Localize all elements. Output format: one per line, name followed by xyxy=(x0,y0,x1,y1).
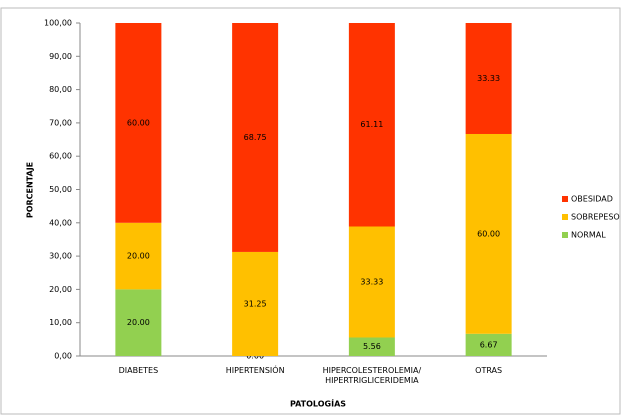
y-tick-label: 50,00 xyxy=(49,185,72,194)
bar-segment xyxy=(465,333,512,356)
data-label: 60.00 xyxy=(127,118,150,127)
bar-segment xyxy=(115,222,162,290)
legend-swatch xyxy=(562,232,568,238)
data-label: 31.25 xyxy=(244,299,267,308)
y-tick-label: 80,00 xyxy=(49,85,72,94)
chart-frame xyxy=(0,7,621,415)
bar-segment xyxy=(232,251,279,356)
x-tick-label: OTRAS xyxy=(475,366,502,375)
y-tick-label: 20,00 xyxy=(49,285,72,294)
y-tick-label: 10,00 xyxy=(49,318,72,327)
bar-segment xyxy=(465,23,512,134)
y-tick-label: 100,00 xyxy=(44,19,72,28)
x-tick-label: HIPERCOLESTEROLEMIA/HIPERTRIGLICERIDEMIA xyxy=(323,366,422,385)
bar-segment xyxy=(115,23,162,223)
y-tick-label: 90,00 xyxy=(49,52,72,61)
legend-label: OBESIDAD xyxy=(571,195,613,204)
data-label: 20.00 xyxy=(127,252,150,261)
data-label: 5.56 xyxy=(363,342,381,351)
data-label: 33.33 xyxy=(477,74,500,83)
bar-segment xyxy=(348,226,395,338)
y-axis-title: PORCENTAJE xyxy=(26,162,35,218)
bar-segment xyxy=(465,133,512,334)
legend-swatch xyxy=(562,214,568,220)
x-tick-label: HIPERTENSIÓN xyxy=(226,364,285,375)
x-tick-label: DIABETES xyxy=(119,366,159,375)
bar-segment xyxy=(348,23,395,227)
data-label: 6.67 xyxy=(480,340,498,349)
bar-segment xyxy=(115,289,162,356)
data-label: 61.11 xyxy=(360,120,383,129)
y-tick-label: 0,00 xyxy=(54,352,72,361)
y-tick-label: 30,00 xyxy=(49,252,72,261)
legend-swatch xyxy=(562,196,568,202)
bar-segment xyxy=(348,337,395,356)
y-tick-label: 70,00 xyxy=(49,118,72,127)
data-label: 60.00 xyxy=(477,229,500,238)
y-tick-label: 40,00 xyxy=(49,218,72,227)
data-label: 20.00 xyxy=(127,318,150,327)
legend-label: SOBREPESO xyxy=(571,213,620,222)
x-axis-title: PATOLOGÍAS xyxy=(290,398,346,409)
data-label: 68.75 xyxy=(244,133,267,142)
bar-segment xyxy=(232,23,279,252)
legend-label: NORMAL xyxy=(571,231,606,240)
data-label: 33.33 xyxy=(360,277,383,286)
y-tick-label: 60,00 xyxy=(49,152,72,161)
